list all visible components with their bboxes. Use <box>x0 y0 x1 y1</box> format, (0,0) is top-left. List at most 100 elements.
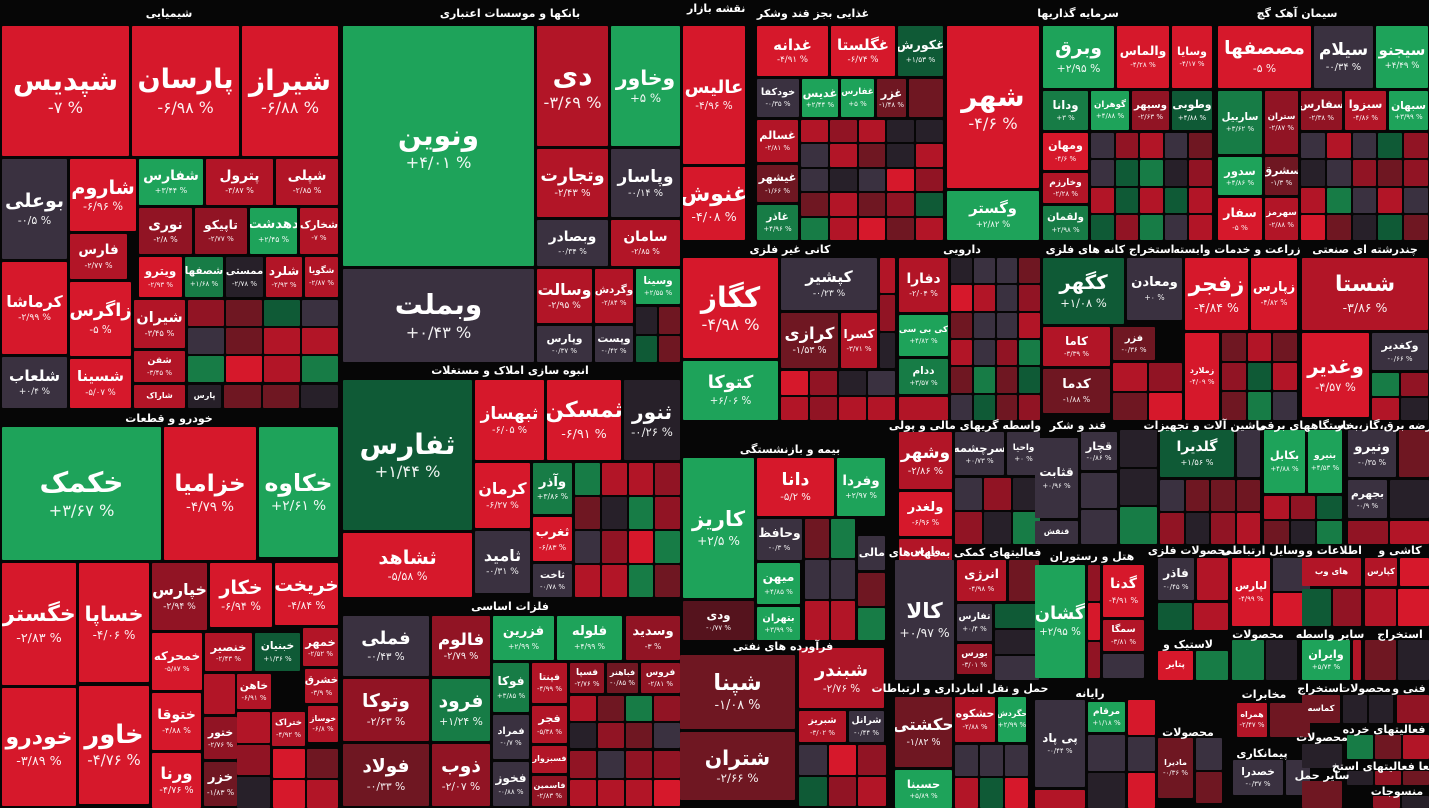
tile-small[interactable] <box>1088 772 1125 808</box>
tile-small[interactable] <box>1120 468 1157 506</box>
tile-small[interactable] <box>887 168 915 192</box>
tile-small[interactable] <box>829 168 857 192</box>
tile-مصصفها[interactable]: مصصفها -۵ % <box>1218 26 1311 88</box>
tile-small[interactable] <box>858 745 886 775</box>
tile-small[interactable] <box>264 356 300 382</box>
tile-small[interactable] <box>1375 771 1401 785</box>
tile-غنوش[interactable]: غنوش -۴/۰۸ % <box>683 167 745 240</box>
tile-ومهان[interactable]: ومهان -۴/۶ % <box>1043 133 1088 170</box>
tile-small[interactable] <box>1019 285 1040 311</box>
tile-ولغدر[interactable]: ولغدر -۶/۹۶ % <box>899 492 952 536</box>
tile-کپارس[interactable]: کپارس <box>1365 558 1397 586</box>
tile-small[interactable] <box>659 307 680 334</box>
tile-های وب[interactable]: های وب <box>1302 558 1361 586</box>
tile-small[interactable] <box>858 573 885 606</box>
tile-دفارا[interactable]: دفارا -۲/۰۴ % <box>899 258 948 312</box>
tile-small[interactable] <box>226 300 262 326</box>
tile-small[interactable] <box>955 478 982 510</box>
tile-خشرق[interactable]: خشرق -۳/۹ % <box>305 669 338 703</box>
tile-small[interactable] <box>626 751 652 778</box>
tile-small[interactable] <box>1352 214 1377 240</box>
tile-خکار[interactable]: خکار -۶/۹۴ % <box>210 563 272 627</box>
tile-small[interactable] <box>996 394 1018 420</box>
tile-small[interactable] <box>1403 771 1429 785</box>
tile-small[interactable] <box>1019 367 1040 393</box>
tile-شگویا[interactable]: شگویا -۲/۸۷ % <box>305 257 338 297</box>
tile-small[interactable] <box>1326 160 1351 186</box>
tile-small[interactable] <box>1317 521 1342 544</box>
tile-خوساز[interactable]: خوساز -۶/۸ % <box>308 706 338 742</box>
tile-شسینا[interactable]: شسینا -۵/۰۷ % <box>70 359 131 408</box>
tile-small[interactable] <box>858 193 886 216</box>
tile-ذوب[interactable]: ذوب -۲/۰۷ % <box>432 744 490 806</box>
tile-small[interactable] <box>1164 214 1188 240</box>
tile-ممستی[interactable]: ممستی -۲/۷۸ % <box>226 257 263 297</box>
tile-واحیا[interactable]: واحیا +۰ % <box>1007 432 1040 475</box>
tile-وسینا[interactable]: وسینا +۲/۵۵ % <box>636 269 680 304</box>
tile-وسپهر[interactable]: وسپهر -۲/۶۳ % <box>1132 91 1169 130</box>
tile-small[interactable] <box>598 696 624 721</box>
tile-شبریز[interactable]: شبریز -۳/۰۲ % <box>799 711 846 742</box>
tile-small[interactable] <box>805 560 829 599</box>
tile-بکابل[interactable]: بکابل +۴/۸۸ % <box>1264 430 1305 493</box>
tile-فباهنر[interactable]: فباهنر -۰/۸۵ % <box>607 663 638 693</box>
tile-ودی[interactable]: ودی -۰/۷۷ % <box>683 601 754 640</box>
tile-ستران[interactable]: ستران -۲/۸۷ % <box>1265 91 1298 154</box>
tile-کدما[interactable]: کدما -۱/۸۸ % <box>1043 369 1110 413</box>
tile-کاما[interactable]: کاما -۳/۳۹ % <box>1043 327 1110 366</box>
tile-شپدیس[interactable]: شپدیس -۷ % <box>2 26 129 156</box>
tile-پتایر[interactable]: پتایر <box>1158 651 1193 680</box>
tile-small[interactable] <box>1197 558 1228 600</box>
tile-ثنور[interactable]: ثنور -۰/۲۶ % <box>624 380 680 460</box>
tile-small[interactable] <box>1211 513 1235 544</box>
tile-فالوم[interactable]: فالوم -۲/۷۹ % <box>432 616 490 676</box>
tile-small[interactable] <box>1237 430 1260 477</box>
tile-شیران[interactable]: شیران -۳/۴۵ % <box>134 300 185 348</box>
tile-خریخت[interactable]: خریخت -۴/۸۴ % <box>275 563 338 625</box>
tile-small[interactable] <box>1189 187 1212 213</box>
tile-قنقش[interactable]: قنقش <box>1035 521 1078 544</box>
tile-دی[interactable]: دی -۳/۶۹ % <box>537 26 608 146</box>
tile-small[interactable] <box>301 385 338 408</box>
tile-small[interactable] <box>1264 521 1289 544</box>
tile-سشرق[interactable]: سشرق -۱/۳ % <box>1265 157 1298 195</box>
tile-ساربیل[interactable]: ساربیل +۳/۶۲ % <box>1218 91 1262 154</box>
tile-small[interactable] <box>188 356 224 382</box>
tile-small[interactable] <box>858 168 886 192</box>
tile-small[interactable] <box>887 144 915 167</box>
tile-small[interactable] <box>302 328 338 354</box>
tile-small[interactable] <box>1404 160 1428 186</box>
tile-فزرین[interactable]: فزرین +۲/۹۹ % <box>493 616 554 660</box>
tile-small[interactable] <box>1115 160 1139 186</box>
tile-small[interactable] <box>1088 735 1125 771</box>
tile-کالا[interactable]: کالا +۰/۹۷ % <box>895 560 954 680</box>
tile-small[interactable] <box>955 745 978 776</box>
tile-small[interactable] <box>575 497 600 529</box>
tile-small[interactable] <box>1343 695 1367 723</box>
tile-شلرد[interactable]: شلرد -۲/۹۳ % <box>266 257 302 297</box>
tile-small[interactable] <box>996 340 1018 366</box>
tile-small[interactable] <box>1326 214 1351 240</box>
tile-small[interactable] <box>951 285 972 311</box>
tile-وپست[interactable]: وپست -۰/۴۲ % <box>595 326 633 362</box>
tile-small[interactable] <box>984 512 1011 544</box>
tile-small[interactable] <box>1326 187 1351 213</box>
tile-small[interactable] <box>575 531 600 563</box>
tile-شهر[interactable]: شهر -۴/۶ % <box>947 26 1039 188</box>
tile-وبصادر[interactable]: وبصادر -۰/۳۴ % <box>537 220 608 266</box>
tile-وسالت[interactable]: وسالت -۲/۹۵ % <box>537 269 592 323</box>
tile-سرچشمه[interactable]: سرچشمه +۰/۷۳ % <box>955 432 1004 475</box>
tile-بنیرو[interactable]: بنیرو +۴/۵۳ % <box>1308 430 1342 493</box>
tile-small[interactable] <box>1091 214 1114 240</box>
tile-ثغرب[interactable]: ثغرب -۶/۸۳ % <box>533 517 572 561</box>
tile-small[interactable] <box>1148 392 1182 420</box>
tile-small[interactable] <box>858 144 886 167</box>
tile-small[interactable] <box>1401 397 1428 420</box>
tile-small[interactable] <box>273 779 305 808</box>
tile-وگردش[interactable]: وگردش -۲/۸۴ % <box>595 269 633 323</box>
tile-small[interactable] <box>1128 700 1155 735</box>
tile-سهرمز[interactable]: سهرمز -۲/۸۸ % <box>1265 198 1298 240</box>
tile-وتجارت[interactable]: وتجارت -۲/۴۳ % <box>537 149 608 217</box>
tile-small[interactable] <box>887 193 915 216</box>
tile-small[interactable] <box>1301 133 1325 159</box>
